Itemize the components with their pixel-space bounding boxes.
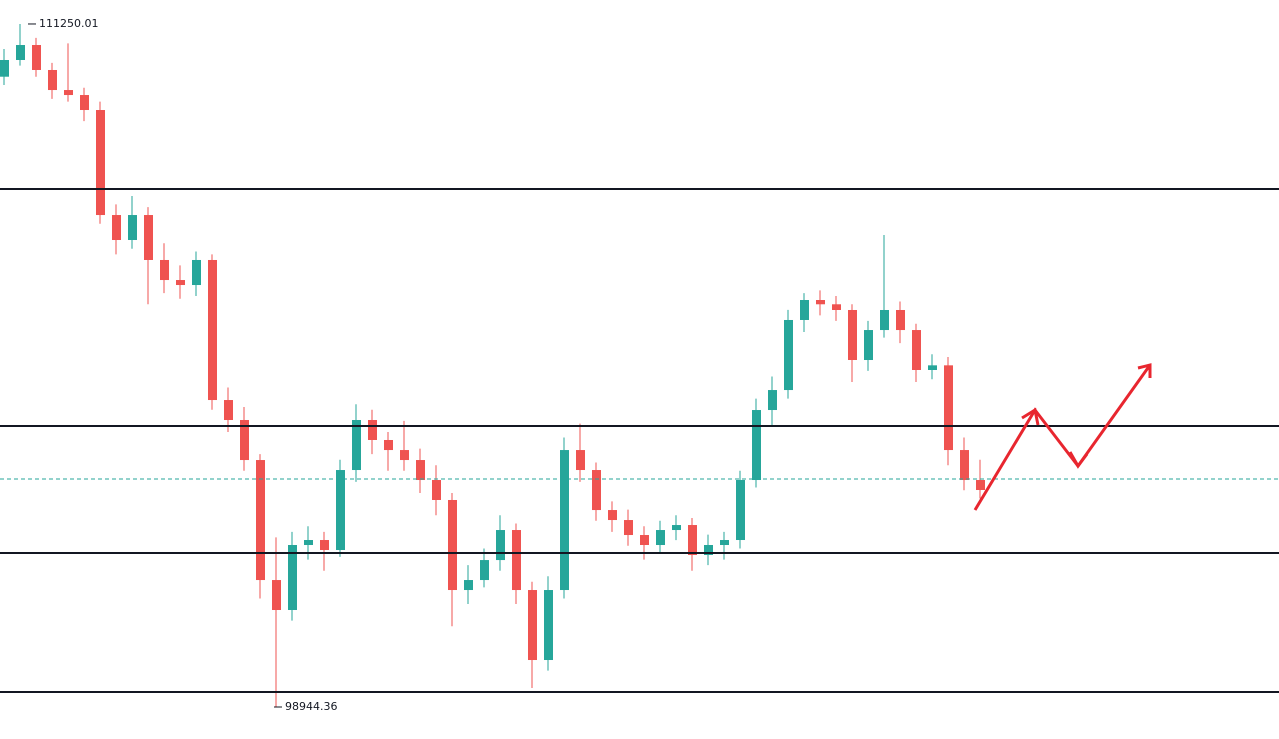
candle-body — [448, 499, 457, 591]
candle-body — [864, 330, 873, 361]
candle-body — [640, 535, 649, 546]
low-marker-label: 98944.36 — [285, 700, 338, 713]
candle-body — [608, 510, 617, 521]
candle-body — [768, 390, 777, 411]
candle-body — [592, 470, 601, 511]
candle-body — [32, 45, 41, 70]
arrow-head — [1021, 407, 1040, 426]
candle-body — [480, 560, 489, 581]
candle-body — [944, 365, 953, 451]
candle-body — [704, 545, 713, 555]
arrow-head — [1137, 363, 1152, 378]
candle-body — [832, 304, 841, 310]
candle-body — [160, 259, 169, 281]
candle-body — [464, 580, 473, 591]
candle-body — [720, 540, 729, 546]
candle-body — [416, 460, 425, 481]
candle-body — [176, 280, 185, 286]
candle-body — [688, 525, 697, 555]
candle-body — [496, 530, 505, 561]
candle-body — [512, 530, 521, 591]
candle-body — [736, 480, 745, 541]
candle-body — [816, 300, 825, 305]
candle-body — [672, 525, 681, 531]
candle-body — [800, 300, 809, 320]
candle-body — [288, 545, 297, 611]
candle-body — [256, 460, 265, 581]
candle-body — [144, 215, 153, 260]
candle-body — [304, 540, 313, 546]
candle-body — [624, 520, 633, 536]
candle-body — [64, 90, 73, 96]
candle-body — [384, 439, 393, 451]
candle-body — [576, 450, 585, 471]
candle-body — [272, 580, 281, 611]
candle-body — [544, 590, 553, 661]
candle-body — [208, 259, 217, 401]
candle-body — [848, 309, 857, 361]
candle-body — [0, 60, 9, 77]
candle-body — [560, 450, 569, 591]
candle-body — [352, 420, 361, 471]
candle-body — [960, 450, 969, 481]
candle-body — [896, 309, 905, 331]
candle-body — [224, 400, 233, 421]
candle-body — [928, 365, 937, 370]
candle-body — [240, 420, 249, 461]
candle-body — [656, 530, 665, 546]
candle-body — [112, 215, 121, 241]
candle-body — [80, 95, 89, 111]
candle-body — [784, 319, 793, 391]
candle-body — [336, 470, 345, 551]
candles — [0, 23, 985, 708]
projection-path — [973, 364, 1152, 511]
candle-body — [880, 309, 889, 331]
candle-body — [528, 590, 537, 661]
candle-body — [192, 259, 201, 286]
high-marker-label: 111250.01 — [39, 17, 99, 30]
candle-body — [48, 69, 57, 91]
candle-body — [400, 450, 409, 461]
candle-body — [432, 480, 441, 500]
candle-body — [976, 480, 985, 491]
candle-body — [912, 330, 921, 370]
candle-body — [96, 110, 105, 216]
candle-body — [128, 215, 137, 241]
candle-body — [752, 410, 761, 481]
candle-body — [16, 45, 25, 61]
candle-body — [368, 420, 377, 440]
arrow-head — [1068, 451, 1089, 469]
candle-body — [320, 540, 329, 551]
